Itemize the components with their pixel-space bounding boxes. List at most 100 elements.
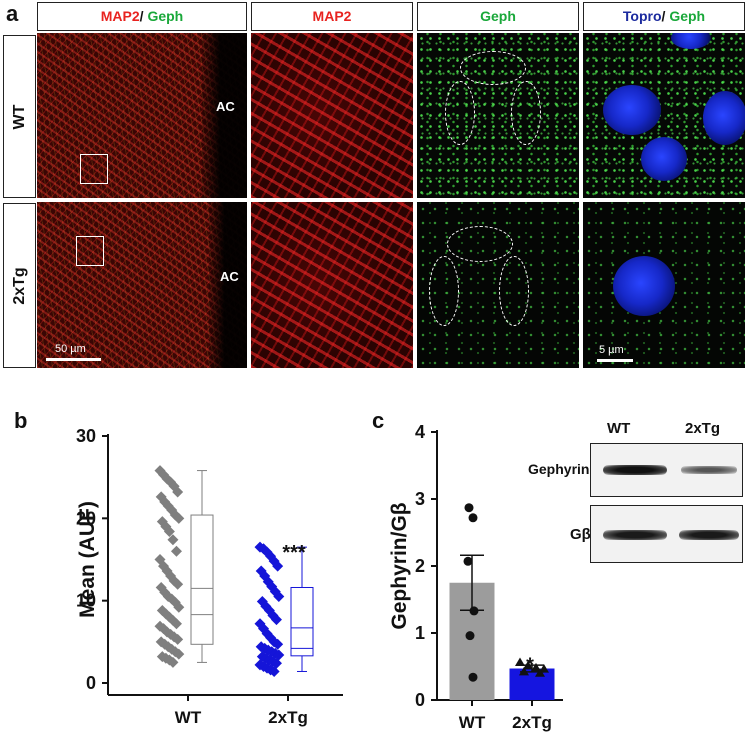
y-axis-label: Mean (AUF) bbox=[76, 501, 99, 618]
nucleus bbox=[671, 33, 711, 49]
nucleus bbox=[703, 91, 745, 145]
blot-row-gephyrin: Gephyrin bbox=[528, 461, 590, 477]
y-tick-label: 3 bbox=[415, 489, 425, 509]
dashed-ellipse-right bbox=[499, 256, 529, 326]
y-tick-label: 30 bbox=[76, 426, 96, 446]
scale-label-50um: 50 µm bbox=[55, 343, 86, 355]
data-point bbox=[159, 586, 171, 598]
band-gephyrin-2xtg bbox=[681, 466, 737, 474]
micrograph-wt-topro bbox=[583, 33, 745, 198]
band-gbeta-2xtg bbox=[679, 530, 739, 540]
micrograph-wt-merge: AC bbox=[37, 33, 247, 198]
data-point bbox=[531, 662, 541, 672]
data-point bbox=[535, 668, 545, 677]
row-label-wt: WT bbox=[3, 35, 36, 198]
y-tick-label: 2 bbox=[415, 556, 425, 576]
data-point bbox=[464, 503, 474, 513]
data-point bbox=[268, 665, 280, 677]
y-tick-label: 0 bbox=[415, 690, 425, 710]
dashed-ellipse-top bbox=[460, 51, 526, 85]
band-gbeta-wt bbox=[603, 530, 667, 540]
x-tick-label: 2xTg bbox=[512, 713, 552, 732]
data-point bbox=[465, 631, 475, 641]
row-label-2xtg: 2xTg bbox=[3, 203, 36, 368]
data-point bbox=[167, 534, 179, 546]
data-point bbox=[158, 623, 170, 635]
data-point bbox=[265, 632, 277, 644]
y-tick-label: 0 bbox=[86, 673, 96, 693]
header-topro-geph: Topro/ Geph bbox=[583, 2, 745, 31]
header-topro-text: Topro bbox=[622, 8, 662, 24]
data-point bbox=[155, 581, 167, 593]
data-point bbox=[173, 512, 185, 524]
bar-2xtg bbox=[509, 668, 555, 700]
nucleus bbox=[613, 256, 675, 316]
data-point bbox=[159, 638, 171, 650]
data-point bbox=[172, 486, 184, 498]
dashed-ellipse-left bbox=[429, 256, 459, 326]
ac-dark-region bbox=[202, 33, 247, 198]
data-point bbox=[469, 606, 479, 616]
header-sep2-text: / bbox=[661, 8, 666, 24]
blot-gbeta bbox=[590, 505, 743, 563]
blot-col-2xtg: 2xTg bbox=[685, 420, 721, 437]
panel-b-letter: b bbox=[14, 408, 28, 433]
data-point bbox=[167, 656, 179, 668]
nucleus bbox=[641, 137, 687, 181]
data-point bbox=[173, 601, 185, 613]
ac-label-2xtg: AC bbox=[220, 269, 239, 284]
x-tick-label: 2xTg bbox=[268, 708, 308, 727]
micrograph-2xtg-topro: 5 µm bbox=[583, 202, 745, 368]
significance-label: *** bbox=[282, 542, 306, 564]
y-tick-label: 10 bbox=[76, 591, 96, 611]
data-point bbox=[166, 643, 178, 655]
data-point bbox=[169, 596, 181, 608]
data-point bbox=[539, 664, 549, 673]
band-gephyrin-wt bbox=[603, 465, 667, 475]
data-point bbox=[168, 575, 180, 587]
data-point bbox=[162, 500, 174, 512]
data-point bbox=[273, 649, 285, 661]
chart-c: 0 1 2 3 4 Gephyrin/Gβ WT 2xTg * bbox=[388, 422, 563, 732]
micrograph-wt-geph bbox=[417, 33, 579, 198]
header-geph: Geph bbox=[417, 2, 579, 31]
micrograph-2xtg-merge: AC 50 µm bbox=[37, 202, 247, 368]
panel-c-letter: c bbox=[372, 408, 385, 433]
blot-col-wt: WT bbox=[607, 420, 631, 437]
data-point bbox=[173, 648, 185, 660]
ac-label-wt: AC bbox=[216, 99, 235, 114]
x-tick-label: WT bbox=[175, 708, 202, 727]
significance-label: * bbox=[526, 654, 534, 676]
data-point bbox=[515, 657, 525, 666]
micrograph-2xtg-geph bbox=[417, 202, 579, 368]
header-map2-text: MAP2 bbox=[100, 8, 140, 24]
data-point bbox=[523, 660, 533, 670]
box-iqr bbox=[290, 586, 314, 657]
data-point bbox=[172, 578, 184, 590]
data-point bbox=[272, 638, 284, 650]
micrograph-2xtg-map2 bbox=[251, 202, 413, 368]
y-tick-label: 1 bbox=[415, 623, 425, 643]
box-iqr bbox=[190, 514, 214, 645]
data-point bbox=[468, 672, 478, 682]
roi-box-wt bbox=[80, 154, 108, 184]
data-point bbox=[258, 623, 270, 635]
scale-label-5um: 5 µm bbox=[599, 344, 624, 356]
roi-box-2xtg bbox=[76, 236, 104, 266]
data-point bbox=[468, 513, 478, 523]
x-tick-label: WT bbox=[459, 713, 486, 732]
header-map2-geph: MAP2/ Geph bbox=[37, 2, 247, 31]
dashed-ellipse-left bbox=[445, 81, 475, 145]
panel-a-letter: a bbox=[6, 1, 19, 26]
data-point bbox=[170, 618, 182, 630]
data-point bbox=[267, 609, 279, 621]
data-point bbox=[272, 560, 284, 572]
scale-bar-5um bbox=[597, 359, 633, 362]
data-point bbox=[273, 591, 285, 603]
data-point bbox=[158, 560, 170, 572]
blot-row-gbeta: Gβ bbox=[570, 526, 591, 543]
header-geph-text: Geph bbox=[147, 8, 184, 24]
data-point bbox=[165, 570, 177, 582]
header-sep-text: / bbox=[139, 8, 144, 24]
data-point bbox=[270, 614, 282, 626]
